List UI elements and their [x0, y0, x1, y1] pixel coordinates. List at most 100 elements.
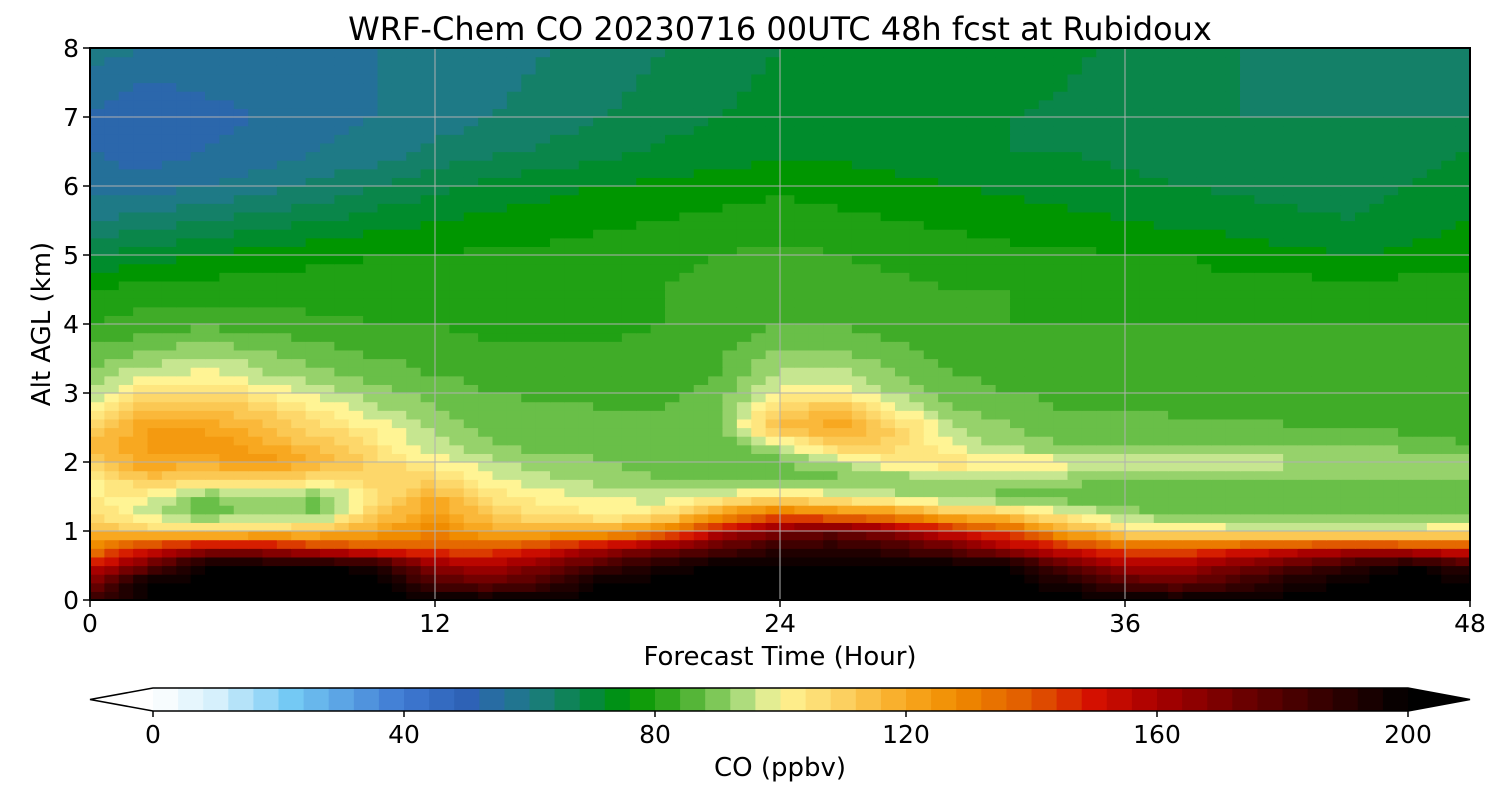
heatmap-cell [1110, 574, 1126, 584]
heatmap-cell [1412, 401, 1428, 411]
heatmap-cell [1355, 358, 1370, 368]
heatmap-cell [794, 427, 810, 437]
heatmap-cell [176, 436, 192, 446]
heatmap-cell [751, 263, 767, 273]
heatmap-cell [780, 582, 795, 592]
heatmap-cell [176, 255, 192, 265]
heatmap-cell [262, 410, 278, 420]
heatmap-cell [751, 186, 767, 196]
heatmap-cell [233, 462, 249, 472]
heatmap-cell [1426, 539, 1442, 549]
heatmap-cell [636, 418, 652, 429]
heatmap-cell [995, 410, 1011, 420]
heatmap-cell [406, 522, 422, 532]
heatmap-cell [406, 341, 422, 351]
heatmap-cell [995, 280, 1011, 291]
heatmap-cell [895, 151, 910, 161]
heatmap-cell [578, 341, 594, 351]
heatmap-cell [147, 194, 163, 204]
heatmap-cell [665, 151, 680, 161]
heatmap-cell [736, 358, 752, 368]
heatmap-cell [736, 237, 752, 247]
heatmap-cell [1441, 375, 1457, 385]
heatmap-cell [219, 591, 235, 601]
heatmap-cell [823, 410, 839, 420]
heatmap-cell [449, 427, 465, 437]
heatmap-cell [708, 324, 724, 334]
heatmap-cell [1110, 548, 1126, 558]
heatmap-cell [981, 384, 997, 394]
heatmap-cell [449, 263, 465, 273]
heatmap-cell [1283, 324, 1299, 334]
heatmap-cell [1268, 367, 1284, 377]
heatmap-cell [938, 151, 954, 161]
heatmap-cell [650, 582, 666, 592]
heatmap-cell [1369, 272, 1385, 282]
heatmap-cell [435, 272, 450, 282]
heatmap-cell [291, 539, 307, 549]
heatmap-cell [736, 531, 752, 541]
heatmap-cell [118, 246, 134, 256]
heatmap-cell [1081, 539, 1097, 549]
heatmap-cell [780, 263, 795, 273]
heatmap-cell [578, 436, 594, 446]
heatmap-cell [291, 280, 307, 291]
heatmap-cell [650, 470, 666, 480]
heatmap-cell [1412, 367, 1428, 377]
heatmap-cell [305, 272, 321, 282]
heatmap-cell [909, 479, 925, 489]
heatmap-cell [722, 194, 738, 204]
heatmap-cell [276, 246, 292, 256]
heatmap-cell [1168, 496, 1184, 506]
heatmap-cell [305, 324, 321, 334]
heatmap-cell [1081, 246, 1097, 256]
heatmap-cell [176, 375, 192, 385]
heatmap-cell [1297, 496, 1313, 506]
heatmap-cell [1268, 203, 1284, 213]
heatmap-cell [1240, 470, 1255, 480]
heatmap-cell [449, 349, 465, 360]
heatmap-cell [219, 401, 235, 411]
heatmap-cell [550, 470, 565, 480]
heatmap-cell [1196, 194, 1212, 204]
heatmap-cell [1268, 341, 1284, 351]
heatmap-cell [1225, 306, 1241, 316]
heatmap-cell [1297, 168, 1313, 178]
heatmap-cell [420, 220, 436, 230]
heatmap-cell [981, 418, 997, 429]
heatmap-cell [823, 453, 839, 463]
heatmap-cell [435, 548, 450, 558]
heatmap-cell [621, 211, 637, 222]
heatmap-cell [1153, 548, 1169, 558]
heatmap-cell [233, 220, 249, 230]
heatmap-cell [161, 418, 177, 429]
heatmap-cell [1038, 453, 1054, 463]
heatmap-cell [219, 444, 235, 454]
heatmap-cell [751, 332, 767, 342]
heatmap-cell [1340, 237, 1356, 247]
heatmap-cell [391, 513, 407, 523]
heatmap-cell [377, 341, 393, 351]
heatmap-cell [765, 582, 781, 592]
heatmap-cell [708, 280, 724, 291]
heatmap-cell [650, 306, 666, 316]
heatmap-cell [233, 151, 249, 161]
heatmap-cell [1168, 324, 1184, 334]
heatmap-cell [1383, 470, 1399, 480]
heatmap-cell [1096, 289, 1112, 299]
heatmap-cell [1240, 315, 1255, 325]
heatmap-cell [981, 436, 997, 446]
heatmap-cell [420, 151, 436, 161]
heatmap-cell [665, 186, 680, 196]
heatmap-cell [1053, 367, 1069, 377]
heatmap-cell [1125, 401, 1140, 411]
heatmap-cell [765, 427, 781, 437]
heatmap-cell [262, 349, 278, 360]
heatmap-cell [636, 289, 652, 299]
heatmap-cell [1182, 211, 1198, 222]
heatmap-cell [334, 349, 350, 360]
heatmap-cell [1297, 470, 1313, 480]
heatmap-cell [880, 384, 896, 394]
heatmap-cell [1455, 280, 1471, 291]
heatmap-cell [1340, 280, 1356, 291]
